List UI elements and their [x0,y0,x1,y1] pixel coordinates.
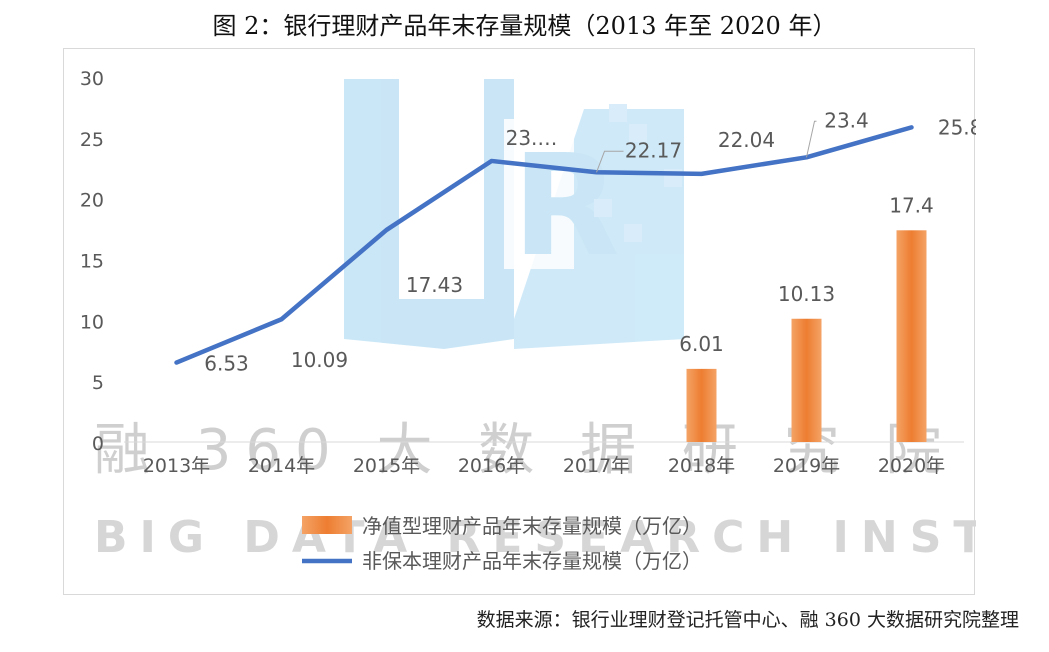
legend-bar-label: 净值型理财产品年末存量规模（万亿） [362,514,702,538]
bar-data-label: 10.13 [778,282,835,306]
bar [686,368,717,442]
axes: 0 5 10 15 20 25 30 2013年 2014年 2015年 2016年 2017年 201… [80,68,964,477]
line-data-label: 17.43 [406,273,463,297]
x-tick-label: 2017年 [563,455,630,477]
bar-series: 6.01 10.13 17.4 [679,193,934,442]
y-tick-label: 0 [92,433,104,455]
line-data-label: 23.4 [824,108,869,132]
line-data-label: 10.09 [291,348,348,372]
line-data-label: 23.… [506,126,558,150]
y-tick-label: 25 [80,129,104,151]
line-data-label: 6.53 [204,352,249,376]
x-tick-label: 2018年 [668,455,735,477]
x-tick-label: 2015年 [353,455,420,477]
y-tick-label: 10 [80,311,104,333]
x-tick-label: 2019年 [773,455,840,477]
x-tick-label: 2016年 [458,455,525,477]
watermark-en: BIG DATA RESEARCH INSTITUTE [94,512,976,563]
x-tick-label: 2020年 [878,455,945,477]
bar [791,318,822,442]
bar-data-label: 17.4 [889,193,934,217]
line-data-label: 25.86 [938,115,976,139]
bar-data-label: 6.01 [679,332,724,356]
label-leader-line [596,150,624,173]
legend: 净值型理财产品年末存量规模（万亿） 非保本理财产品年末存量规模（万亿） [302,514,702,573]
series-line [174,125,914,365]
line-data-label: 22.04 [718,128,775,152]
y-tick-label: 5 [92,372,104,394]
y-tick-label: 30 [80,68,104,90]
source-note: 数据来源：银行业理财登记托管中心、融 360 大数据研究院整理 [476,609,1019,631]
y-tick-label: 20 [80,190,104,212]
legend-bar-swatch [302,516,352,534]
watermark-logo: R [344,79,684,349]
chart-title: 图 2：银行理财产品年末存量规模（2013 年至 2020 年） [212,12,837,40]
chart-area: R 融 360 大 数 据 研 究 院 BIG DATA RESEARCH INS… [63,48,1049,595]
bar [896,230,927,442]
y-tick-label: 15 [80,251,104,273]
x-tick-label: 2013年 [143,455,210,477]
label-leader-line [806,120,817,158]
x-tick-label: 2014年 [248,455,315,477]
legend-line-label: 非保本理财产品年末存量规模（万亿） [362,549,702,573]
line-data-label: 22.17 [625,138,682,162]
